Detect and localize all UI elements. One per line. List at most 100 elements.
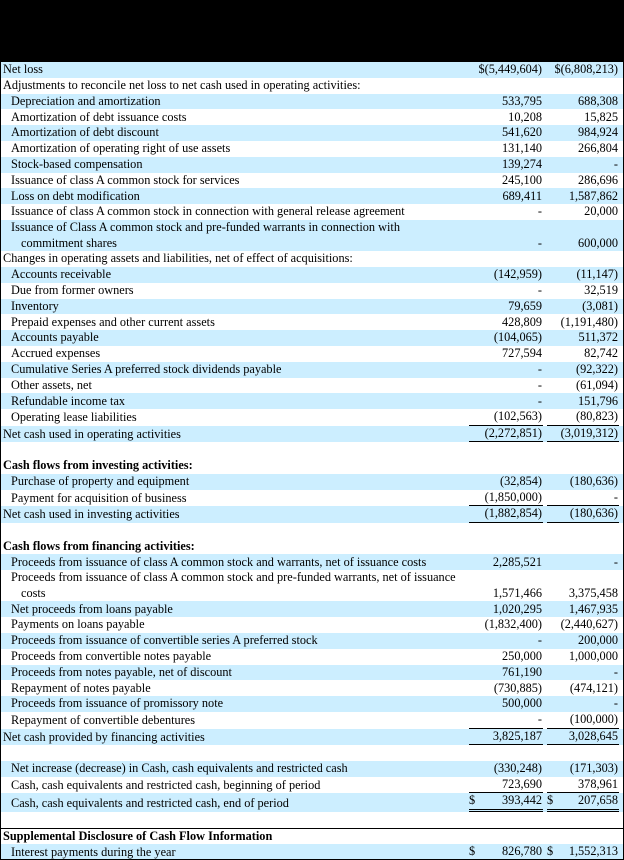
- value-col-2: (3,019,312): [547, 426, 619, 443]
- table-row: Repayment of notes payable (730,885) (47…: [1, 680, 623, 697]
- row-label: Proceeds from notes payable, net of disc…: [11, 664, 232, 679]
- amount: 3,028,645: [568, 728, 618, 743]
- value-col-2: 984,924: [547, 125, 619, 141]
- amount: (180,636): [569, 474, 618, 489]
- row-label: Net cash provided by financing activitie…: [3, 729, 205, 744]
- value-col-2: 600,000: [547, 236, 619, 252]
- value-col-1: 1,020,295: [469, 602, 543, 618]
- row-label: Repayment of notes payable: [11, 680, 151, 695]
- table-row: Issuance of class A common stock in conn…: [1, 204, 623, 220]
- value-col-2: (180,636): [547, 474, 619, 490]
- amount: (330,248): [493, 761, 542, 776]
- table-row: [1, 442, 623, 459]
- table-row: Stock-based compensation 139,274 -: [1, 156, 623, 173]
- value-col-2: 378,961: [547, 777, 619, 794]
- table-row: Cash flows from investing activities:: [1, 458, 623, 474]
- table-row: Payment for acquisition of business (1,8…: [1, 489, 623, 507]
- value-col-1: (1,882,854): [469, 506, 543, 523]
- table-row: Adjustments to reconcile net loss to net…: [1, 77, 623, 94]
- value-col-1: -: [469, 712, 543, 729]
- table-row: Interest payments during the year $ 826,…: [1, 844, 623, 860]
- amount: 286,696: [578, 172, 618, 187]
- row-label: Stock-based compensation: [11, 156, 143, 171]
- table-row: Net increase (decrease) in Cash, cash eq…: [1, 761, 623, 777]
- value-col-2: 151,796: [547, 394, 619, 410]
- row-label: Net cash used in operating activities: [3, 426, 181, 441]
- table-row: Cash flows from financing activities:: [1, 538, 623, 555]
- table-row: Prepaid expenses and other current asset…: [1, 314, 623, 331]
- value-col-1: 3,825,187: [469, 729, 543, 746]
- row-label: Operating lease liabilities: [11, 410, 137, 425]
- value-col-2: (2,440,627): [547, 617, 619, 633]
- value-col-1: (730,885): [469, 681, 543, 697]
- amount: (80,823): [575, 409, 618, 424]
- table-row: Cumulative Series A preferred stock divi…: [1, 361, 623, 378]
- table-row: Supplemental Disclosure of Cash Flow Inf…: [1, 827, 623, 845]
- row-label: Proceeds from issuance of class A common…: [11, 554, 427, 569]
- amount: (474,121): [569, 680, 618, 695]
- value-col-1: $ 826,780: [469, 844, 543, 859]
- amount: 500,000: [502, 696, 542, 711]
- amount: 245,100: [502, 172, 542, 187]
- value-col-2: (180,636): [547, 506, 619, 523]
- row-label: Accounts payable: [11, 330, 99, 345]
- amount: -: [537, 633, 542, 648]
- value-col-2: -: [547, 665, 619, 681]
- row-label: Cash, cash equivalents and restricted ca…: [11, 796, 289, 811]
- table-row: Proceeds from issuance of promissory not…: [1, 696, 623, 713]
- row-label: Proceeds from issuance of promissory not…: [11, 696, 224, 711]
- value-col-2: 32,519: [547, 283, 619, 299]
- value-col-2: 511,372: [547, 330, 619, 346]
- value-col-2: -: [547, 490, 619, 507]
- amount: 32,519: [584, 282, 618, 297]
- table-row: [1, 812, 623, 828]
- row-label: Accounts receivable: [11, 267, 112, 282]
- row-label: Net proceeds from loans payable: [11, 601, 173, 616]
- value-col-2: 1,587,862: [547, 189, 619, 205]
- row-label: Interest payments during the year: [11, 845, 176, 860]
- amount: 79,659: [508, 298, 542, 313]
- row-label: Amortization of debt issuance costs: [11, 109, 187, 124]
- value-col-2: 20,000: [547, 204, 619, 220]
- amount: -: [537, 204, 542, 219]
- row-label: Inventory: [11, 298, 59, 313]
- row-label: Depreciation and amortization: [11, 93, 161, 108]
- amount: 82,742: [584, 346, 618, 361]
- value-col-1: -: [469, 204, 543, 220]
- row-label: Cash, cash equivalents and restricted ca…: [11, 777, 321, 792]
- amount: 139,274: [502, 156, 542, 171]
- row-label: Amortization of operating right of use a…: [11, 141, 231, 156]
- row-label: Accrued expenses: [11, 346, 101, 361]
- amount: -: [537, 712, 542, 727]
- amount: 2,285,521: [492, 554, 542, 569]
- value-col-1: $ 393,442: [469, 793, 543, 813]
- amount: 207,658: [578, 793, 618, 808]
- amount: 984,924: [578, 125, 618, 140]
- value-col-2: 688,308: [547, 94, 619, 110]
- amount: 15,825: [584, 109, 618, 124]
- row-label: Prepaid expenses and other current asset…: [11, 314, 215, 329]
- table-row: Purchase of property and equipment (32,8…: [1, 473, 623, 490]
- amount: 3,375,458: [568, 585, 618, 600]
- table-row: Proceeds from issuance of convertible se…: [1, 633, 623, 649]
- value-col-2: 15,825: [547, 110, 619, 126]
- row-label: Supplemental Disclosure of Cash Flow Inf…: [3, 828, 273, 843]
- table-row: Net proceeds from loans payable 1,020,29…: [1, 601, 623, 618]
- value-col-1: (142,959): [469, 267, 543, 283]
- amount: -: [537, 361, 542, 376]
- table-row: Inventory 79,659 (3,081): [1, 298, 623, 315]
- amount: 131,140: [502, 141, 542, 156]
- table-row: [1, 522, 623, 539]
- amount: (3,081): [582, 298, 618, 313]
- value-col-1: 428,809: [469, 315, 543, 331]
- value-col-2: $ 207,658: [547, 793, 619, 813]
- value-col-2: (474,121): [547, 681, 619, 697]
- table-row: Repayment of convertible debentures - (1…: [1, 712, 623, 729]
- table-row: Cash, cash equivalents and restricted ca…: [1, 776, 623, 794]
- table-row: Issuance of Class A common stock and pre…: [1, 219, 623, 252]
- amount: (3,019,312): [560, 425, 618, 440]
- amount: 723,690: [502, 776, 542, 791]
- value-col-1: 2,285,521: [469, 555, 543, 571]
- amount: 3,825,187: [492, 728, 542, 743]
- amount: 378,961: [578, 776, 618, 791]
